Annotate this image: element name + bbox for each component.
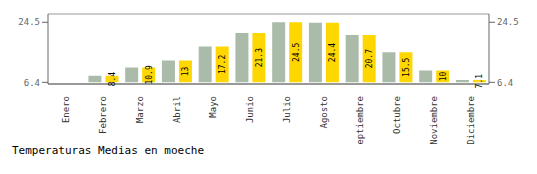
- svg-text:Marzo: Marzo: [135, 96, 145, 123]
- svg-text:13: 13: [181, 66, 190, 76]
- svg-text:10: 10: [439, 71, 448, 81]
- svg-text:Septiembre: Septiembre: [355, 96, 365, 144]
- svg-text:Noviembre: Noviembre: [429, 96, 439, 144]
- svg-text:24.5: 24.5: [497, 17, 519, 27]
- svg-text:Mayo: Mayo: [208, 96, 218, 118]
- svg-text:Diciembre: Diciembre: [466, 96, 476, 144]
- svg-text:24.5: 24.5: [18, 17, 40, 27]
- svg-text:6.4: 6.4: [497, 78, 513, 88]
- svg-text:Octubre: Octubre: [392, 96, 402, 134]
- svg-text:15.5: 15.5: [402, 57, 411, 76]
- svg-text:24.5: 24.5: [292, 43, 301, 62]
- html-text:Temperaturas Medias en moeche: Temperaturas Medias en moeche: [12, 144, 205, 157]
- svg-text:6.4: 6.4: [24, 78, 40, 88]
- svg-text:Junio: Junio: [245, 96, 255, 123]
- svg-text:Abril: Abril: [172, 96, 182, 123]
- svg-text:21.3: 21.3: [255, 48, 264, 67]
- svg-text:17.2: 17.2: [218, 55, 227, 74]
- svg-text:Enero: Enero: [61, 96, 71, 123]
- svg-text:Febrero: Febrero: [98, 96, 108, 134]
- svg-text:10.9: 10.9: [145, 65, 154, 84]
- svg-text:Agosto: Agosto: [319, 96, 329, 129]
- svg-text:24.4: 24.4: [328, 43, 337, 62]
- svg-text:20.7: 20.7: [365, 49, 374, 68]
- svg-text:Julio: Julio: [282, 96, 292, 123]
- svg-text:8.4: 8.4: [108, 72, 117, 87]
- svg-text:7.1: 7.1: [475, 74, 484, 89]
